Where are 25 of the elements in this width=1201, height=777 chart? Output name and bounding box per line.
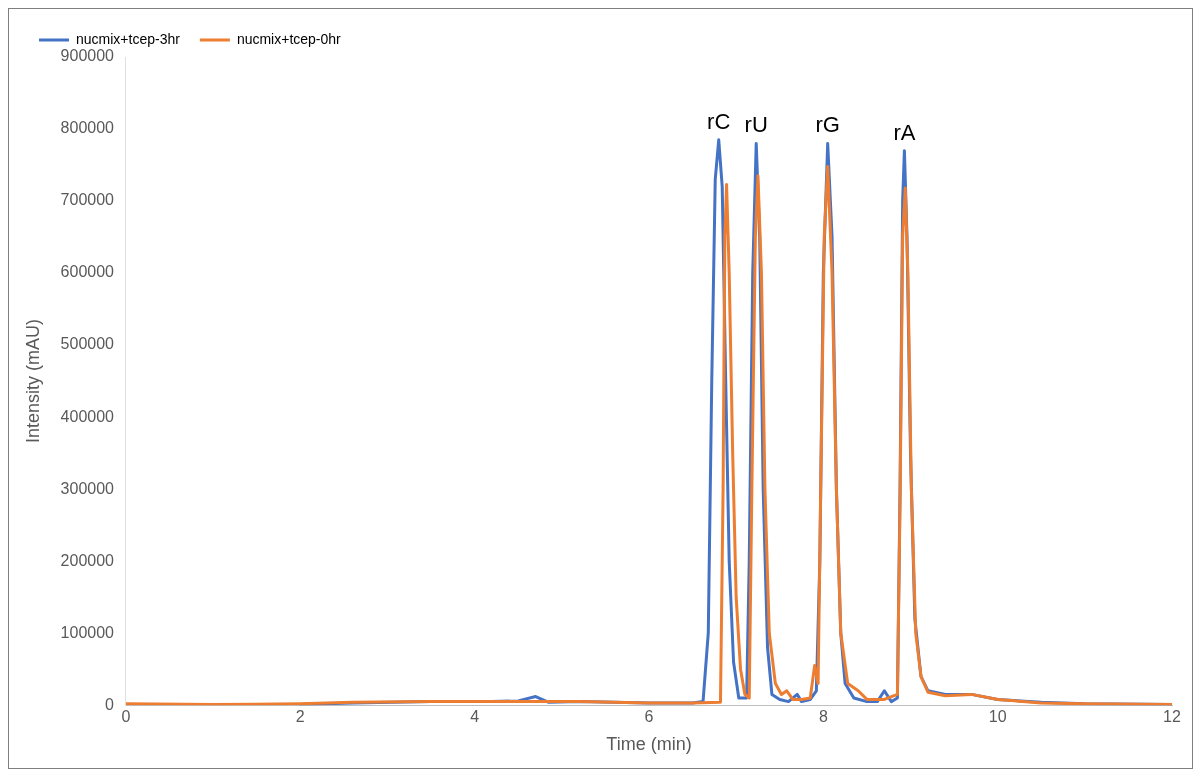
annotation: rA (893, 119, 916, 145)
y-tick-label: 800000 (60, 119, 115, 137)
y-tick-label: 0 (105, 695, 115, 713)
y-tick-label: 100000 (60, 623, 115, 641)
annotation: rU (744, 112, 768, 138)
x-tick-label: 8 (818, 708, 828, 726)
x-tick-label: 12 (1163, 708, 1181, 726)
x-tick-label: 0 (121, 708, 131, 726)
x-tick-label: 6 (644, 708, 654, 726)
x-tick-label: 10 (988, 708, 1007, 726)
y-tick-label: 900000 (60, 47, 115, 65)
y-tick-label: 600000 (60, 263, 115, 281)
legend-label: nucmix+tcep-0hr (236, 30, 342, 47)
y-tick-label: 700000 (60, 191, 115, 209)
annotation: rC (707, 108, 731, 134)
y-tick-label: 200000 (60, 551, 115, 569)
x-axis-title: Time (min) (606, 734, 692, 755)
y-tick-label: 400000 (60, 407, 115, 425)
x-tick-label: 4 (470, 708, 480, 726)
y-axis-title: Intensity (mAU) (22, 319, 43, 444)
annotation: rG (815, 112, 840, 138)
x-tick-label: 2 (295, 708, 305, 726)
y-tick-label: 500000 (60, 335, 115, 353)
y-tick-label: 300000 (60, 479, 115, 497)
legend-label: nucmix+tcep-3hr (76, 30, 181, 47)
